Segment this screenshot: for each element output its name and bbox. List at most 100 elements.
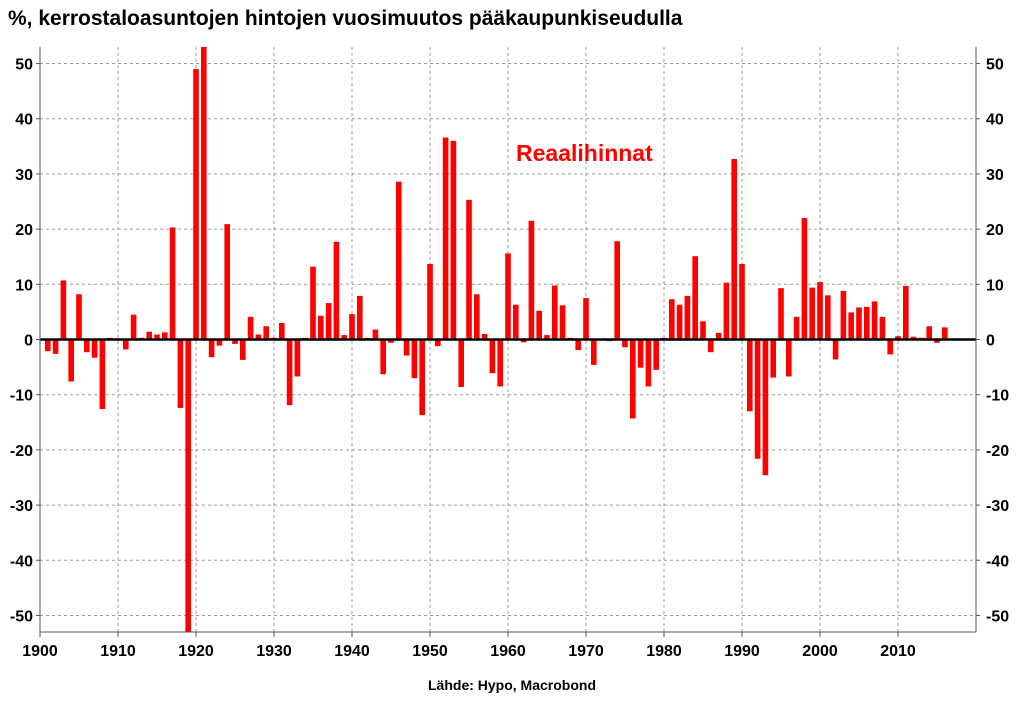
bar-1906	[83, 339, 90, 353]
bar-1902	[52, 339, 59, 354]
x-tick-label: 1940	[334, 643, 370, 660]
bar-1956	[473, 294, 480, 340]
chart-source: Lähde: Hypo, Macrobond	[428, 677, 596, 693]
bar-1967	[559, 305, 566, 340]
bar-1947	[403, 339, 410, 356]
bar-1979	[653, 339, 660, 370]
bar-2005	[856, 307, 862, 340]
bar-1905	[76, 294, 82, 340]
bar-2008	[879, 316, 886, 340]
bar-1937	[325, 303, 332, 340]
bar-1997	[793, 316, 800, 340]
bar-1989	[731, 159, 738, 340]
bar-1970	[583, 298, 589, 340]
y-tick-label-left: -40	[10, 553, 33, 570]
bar-1995	[778, 288, 784, 340]
bar-1917	[169, 227, 176, 340]
bar-1933	[294, 339, 301, 377]
x-tick-label: 2010	[880, 643, 916, 660]
bar-1978	[645, 339, 652, 387]
chart-title: %, kerrostaloasuntojen hintojen vuosimuu…	[8, 7, 683, 30]
y-tick-label-right: -50	[986, 608, 1009, 625]
bar-1929	[263, 326, 270, 340]
bar-1998	[801, 218, 808, 340]
y-tick-label-left: 50	[15, 57, 33, 74]
bar-2011	[902, 285, 909, 340]
bar-2015	[934, 339, 940, 343]
bar-1921	[200, 47, 207, 340]
bar-1911	[122, 339, 129, 350]
y-tick-label-right: -10	[986, 388, 1009, 405]
bar-1960	[505, 253, 511, 340]
bar-1990	[739, 263, 745, 340]
bar-1957	[481, 333, 488, 340]
bar-2009	[887, 339, 894, 355]
bar-1953	[450, 140, 457, 340]
bar-1996	[785, 339, 792, 377]
bar-1919	[185, 339, 192, 632]
y-tick-label-right: 40	[986, 112, 1004, 129]
bar-series	[44, 47, 948, 632]
bar-1984	[692, 256, 699, 340]
y-tick-label-left: 40	[15, 112, 33, 129]
series-annotation: Reaalihinnat	[516, 140, 653, 166]
x-tick-label: 1980	[646, 643, 682, 660]
axes	[36, 47, 980, 637]
bar-1954	[458, 339, 465, 387]
bar-1991	[746, 339, 753, 412]
y-tick-label-left: 0	[24, 333, 33, 350]
y-tick-label-left: -10	[10, 388, 33, 405]
y-tick-label-right: 0	[986, 333, 995, 350]
bar-2004	[848, 312, 855, 340]
bar-1943	[372, 329, 379, 340]
bar-1907	[91, 339, 98, 358]
tick-labels: -50 -50 -40 -40 -30 -30 -20 -20 -10 -10 0 0 10 10 20 20…	[10, 57, 1009, 660]
bar-1918	[177, 339, 184, 408]
bar-1948	[411, 339, 418, 379]
bar-1922	[208, 339, 215, 358]
bar-1985	[700, 321, 706, 340]
bar-1951	[434, 339, 441, 347]
bar-2012	[910, 336, 917, 340]
y-tick-label-left: -20	[10, 443, 33, 460]
y-tick-label-right: 30	[986, 167, 1004, 184]
bar-1936	[317, 315, 324, 340]
bar-2002	[832, 339, 839, 360]
bar-1916	[161, 332, 168, 340]
x-tick-label: 1970	[568, 643, 604, 660]
x-tick-label: 1930	[256, 643, 292, 660]
bar-1927	[247, 316, 254, 340]
bar-1915	[154, 334, 160, 340]
x-tick-label: 1900	[22, 643, 58, 660]
bar-2006	[863, 306, 870, 340]
bar-1961	[512, 304, 519, 340]
bar-1963	[528, 220, 535, 340]
y-tick-label-right: 50	[986, 57, 1004, 74]
bar-1969	[575, 339, 582, 350]
bar-1983	[684, 295, 691, 340]
bar-1931	[278, 322, 285, 340]
bar-1992	[754, 339, 761, 459]
y-tick-label-left: 20	[15, 222, 33, 239]
bar-1981	[668, 299, 675, 340]
x-tick-label: 2000	[802, 643, 838, 660]
bar-1926	[239, 339, 246, 360]
bar-2007	[871, 301, 878, 340]
bar-1994	[770, 339, 777, 378]
bar-2003	[840, 290, 847, 340]
x-tick-label: 1990	[724, 643, 760, 660]
bar-2014	[926, 326, 933, 340]
bar-1944	[380, 339, 387, 375]
bar-1920	[193, 69, 199, 340]
bar-1912	[130, 314, 137, 340]
bar-1923	[216, 339, 223, 346]
bar-1903	[60, 280, 67, 340]
bar-1982	[676, 304, 683, 340]
bar-1976	[629, 339, 636, 419]
bar-1965	[544, 335, 550, 340]
bar-2000	[817, 282, 823, 340]
x-tick-label: 1920	[178, 643, 214, 660]
bar-1939	[341, 335, 348, 340]
bar-1904	[68, 339, 75, 382]
